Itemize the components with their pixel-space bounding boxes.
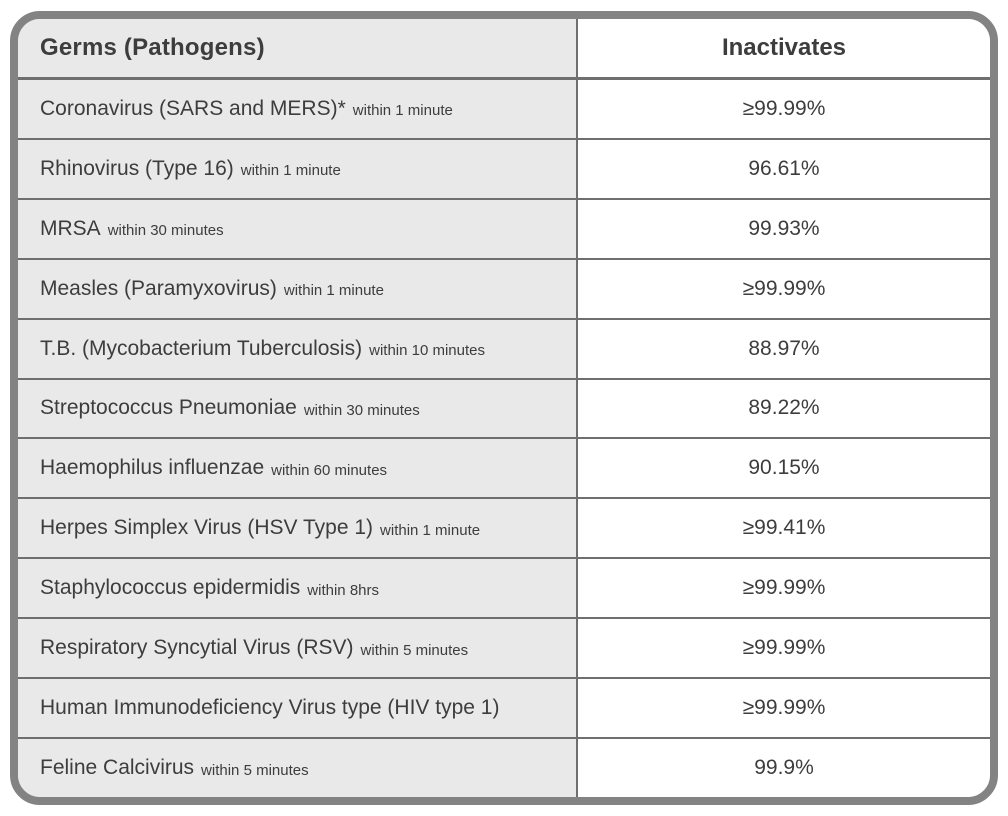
pathogen-name: MRSA [40, 216, 101, 240]
table-row: Streptococcus Pneumoniae within 30 minut… [18, 379, 990, 440]
table-row: T.B. (Mycobacterium Tuberculosis) within… [18, 319, 990, 380]
pathogen-name: Herpes Simplex Virus (HSV Type 1) [40, 516, 374, 540]
inactivation-value: ≥99.99% [578, 79, 990, 138]
pathogen-name: Feline Calcivirus [40, 756, 195, 780]
inactivation-value: 99.9% [578, 739, 990, 797]
pathogen-name: Streptococcus Pneumoniae [40, 396, 297, 420]
table-row: Coronavirus (SARS and MERS)* within 1 mi… [18, 79, 990, 140]
table-row: Herpes Simplex Virus (HSV Type 1) within… [18, 499, 990, 560]
pathogen-time: within 1 minute [352, 102, 453, 120]
pathogen-time: within 30 minutes [107, 222, 224, 240]
pathogen-cell: Staphylococcus epidermidis within 8hrs [18, 559, 578, 618]
inactivation-value: ≥99.99% [578, 619, 990, 678]
pathogen-time: within 1 minute [240, 162, 341, 180]
pathogen-cell: T.B. (Mycobacterium Tuberculosis) within… [18, 319, 578, 378]
pathogen-cell: Human Immunodeficiency Virus type (HIV t… [18, 679, 578, 738]
pathogen-name: Human Immunodeficiency Virus type (HIV t… [40, 696, 500, 720]
pathogen-cell: Feline Calcivirus within 5 minutes [18, 739, 578, 797]
table-row: Human Immunodeficiency Virus type (HIV t… [18, 679, 990, 740]
inactivation-value: 89.22% [578, 379, 990, 438]
pathogen-cell: Measles (Paramyxovirus) within 1 minute [18, 259, 578, 318]
pathogen-time: within 60 minutes [271, 461, 388, 479]
pathogen-time: within 5 minutes [360, 641, 469, 659]
inactivation-value: 99.93% [578, 199, 990, 258]
pathogen-cell: Streptococcus Pneumoniae within 30 minut… [18, 379, 578, 438]
header-inactivates: Inactivates [578, 19, 990, 77]
table-header-row: Germs (Pathogens) Inactivates [18, 19, 990, 80]
inactivation-value: ≥99.99% [578, 559, 990, 618]
pathogen-time: within 10 minutes [369, 342, 486, 360]
germs-table: Germs (Pathogens) Inactivates Coronaviru… [10, 11, 998, 805]
inactivation-value: 90.15% [578, 439, 990, 498]
inactivation-value: ≥99.99% [578, 259, 990, 318]
pathogen-name: Measles (Paramyxovirus) [40, 276, 277, 300]
table-row: Respiratory Syncytial Virus (RSV) within… [18, 619, 990, 680]
pathogen-time: within 8hrs [307, 581, 379, 599]
pathogen-cell: Coronavirus (SARS and MERS)* within 1 mi… [18, 79, 578, 138]
table-row: Measles (Paramyxovirus) within 1 minute … [18, 259, 990, 320]
pathogen-name: T.B. (Mycobacterium Tuberculosis) [40, 336, 363, 360]
pathogen-cell: Rhinovirus (Type 16) within 1 minute [18, 139, 578, 198]
inactivation-value: 96.61% [578, 139, 990, 198]
table-row: Staphylococcus epidermidis within 8hrs ≥… [18, 559, 990, 620]
pathogen-time: within 30 minutes [303, 401, 420, 419]
pathogen-time: within 1 minute [380, 521, 481, 539]
pathogen-name: Staphylococcus epidermidis [40, 576, 301, 600]
pathogen-cell: MRSA within 30 minutes [18, 199, 578, 258]
pathogen-name: Coronavirus (SARS and MERS)* [40, 96, 346, 120]
pathogen-name: Respiratory Syncytial Virus (RSV) [40, 636, 354, 660]
inactivation-value: ≥99.41% [578, 499, 990, 558]
pathogen-cell: Herpes Simplex Virus (HSV Type 1) within… [18, 499, 578, 558]
table-row: Rhinovirus (Type 16) within 1 minute 96.… [18, 139, 990, 200]
pathogen-time: within 1 minute [283, 282, 384, 300]
table-row: Feline Calcivirus within 5 minutes 99.9% [18, 739, 990, 797]
pathogen-name: Haemophilus influenzae [40, 456, 265, 480]
pathogen-cell: Respiratory Syncytial Virus (RSV) within… [18, 619, 578, 678]
pathogen-cell: Haemophilus influenzae within 60 minutes [18, 439, 578, 498]
pathogen-name: Rhinovirus (Type 16) [40, 156, 234, 180]
header-germs: Germs (Pathogens) [18, 19, 578, 77]
table-row: Haemophilus influenzae within 60 minutes… [18, 439, 990, 500]
pathogen-time: within 5 minutes [201, 761, 309, 779]
inactivation-value: ≥99.99% [578, 679, 990, 738]
inactivation-value: 88.97% [578, 319, 990, 378]
table-row: MRSA within 30 minutes 99.93% [18, 199, 990, 260]
